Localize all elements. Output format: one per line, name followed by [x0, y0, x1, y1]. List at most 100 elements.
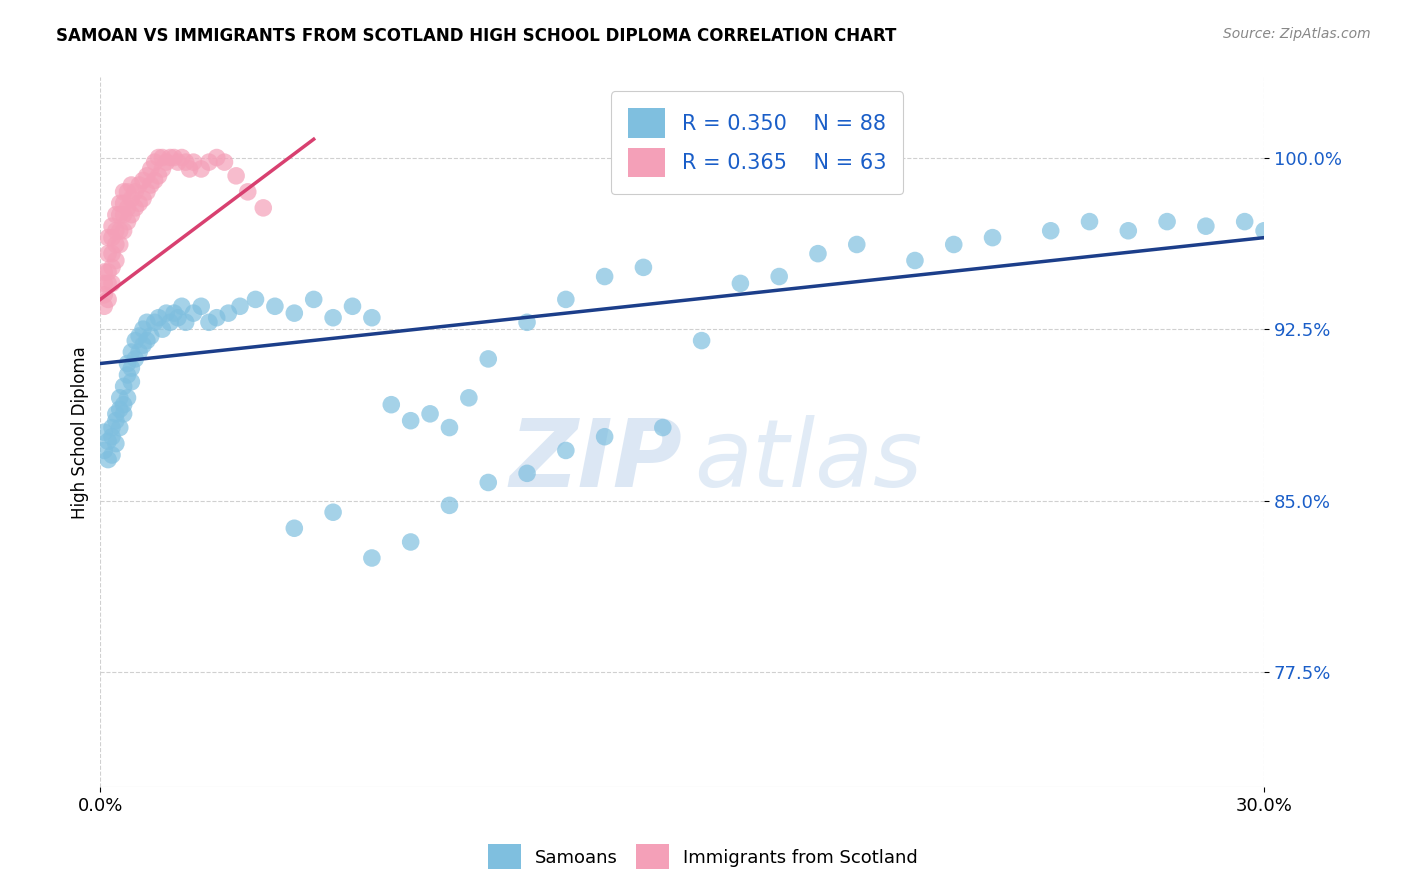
Point — [132, 192, 155, 206]
Point — [399, 414, 422, 428]
Point — [117, 356, 139, 370]
Point — [179, 161, 201, 176]
Point — [225, 169, 247, 183]
Point — [101, 230, 124, 244]
Point — [229, 299, 252, 313]
Point — [477, 351, 499, 366]
Point — [1039, 224, 1062, 238]
Point — [1116, 224, 1139, 238]
Point — [101, 277, 124, 291]
Point — [97, 246, 120, 260]
Point — [380, 398, 402, 412]
Legend: R = 0.350    N = 88, R = 0.365    N = 63: R = 0.350 N = 88, R = 0.365 N = 63 — [612, 91, 903, 194]
Point — [236, 185, 259, 199]
Point — [135, 169, 157, 183]
Point — [439, 499, 461, 513]
Point — [97, 230, 120, 244]
Point — [264, 299, 287, 313]
Point — [139, 178, 162, 192]
Point — [148, 169, 170, 183]
Point — [97, 434, 120, 449]
Point — [904, 253, 927, 268]
Point — [981, 230, 1004, 244]
Point — [163, 151, 186, 165]
Point — [117, 201, 139, 215]
Point — [183, 155, 205, 169]
Point — [170, 151, 193, 165]
Point — [124, 185, 146, 199]
Point — [554, 443, 576, 458]
Point — [807, 246, 830, 260]
Point — [167, 310, 190, 325]
Text: Source: ZipAtlas.com: Source: ZipAtlas.com — [1223, 27, 1371, 41]
Point — [104, 253, 127, 268]
Point — [108, 391, 131, 405]
Point — [190, 299, 212, 313]
Point — [1156, 214, 1178, 228]
Point — [93, 443, 115, 458]
Point — [155, 306, 177, 320]
Point — [104, 436, 127, 450]
Text: ZIP: ZIP — [509, 415, 682, 507]
Point — [108, 208, 131, 222]
Point — [112, 379, 135, 393]
Point — [104, 237, 127, 252]
Point — [104, 208, 127, 222]
Point — [322, 310, 344, 325]
Point — [174, 155, 197, 169]
Point — [217, 306, 239, 320]
Point — [108, 402, 131, 417]
Point — [148, 151, 170, 165]
Point — [205, 310, 228, 325]
Point — [108, 196, 131, 211]
Point — [399, 535, 422, 549]
Point — [148, 310, 170, 325]
Point — [101, 430, 124, 444]
Text: atlas: atlas — [693, 415, 922, 506]
Point — [112, 224, 135, 238]
Point — [128, 178, 150, 192]
Point — [174, 315, 197, 329]
Point — [170, 299, 193, 313]
Point — [120, 345, 142, 359]
Point — [117, 391, 139, 405]
Point — [120, 375, 142, 389]
Point — [117, 368, 139, 382]
Point — [139, 161, 162, 176]
Point — [120, 361, 142, 376]
Point — [152, 322, 174, 336]
Point — [117, 185, 139, 199]
Point — [593, 430, 616, 444]
Point — [302, 293, 325, 307]
Point — [101, 219, 124, 234]
Point — [97, 265, 120, 279]
Point — [283, 521, 305, 535]
Point — [101, 448, 124, 462]
Point — [135, 185, 157, 199]
Point — [104, 407, 127, 421]
Point — [516, 315, 538, 329]
Legend: Samoans, Immigrants from Scotland: Samoans, Immigrants from Scotland — [479, 835, 927, 879]
Text: SAMOAN VS IMMIGRANTS FROM SCOTLAND HIGH SCHOOL DIPLOMA CORRELATION CHART: SAMOAN VS IMMIGRANTS FROM SCOTLAND HIGH … — [56, 27, 897, 45]
Point — [554, 293, 576, 307]
Point — [112, 398, 135, 412]
Point — [163, 306, 186, 320]
Point — [112, 208, 135, 222]
Point — [104, 224, 127, 238]
Point — [112, 407, 135, 421]
Point — [167, 155, 190, 169]
Point — [101, 420, 124, 434]
Point — [457, 391, 479, 405]
Point — [633, 260, 655, 275]
Point — [845, 237, 868, 252]
Point — [155, 155, 177, 169]
Point — [768, 269, 790, 284]
Point — [593, 269, 616, 284]
Point — [128, 345, 150, 359]
Point — [97, 293, 120, 307]
Point — [93, 265, 115, 279]
Point — [132, 322, 155, 336]
Point — [143, 155, 166, 169]
Point — [205, 151, 228, 165]
Point — [120, 178, 142, 192]
